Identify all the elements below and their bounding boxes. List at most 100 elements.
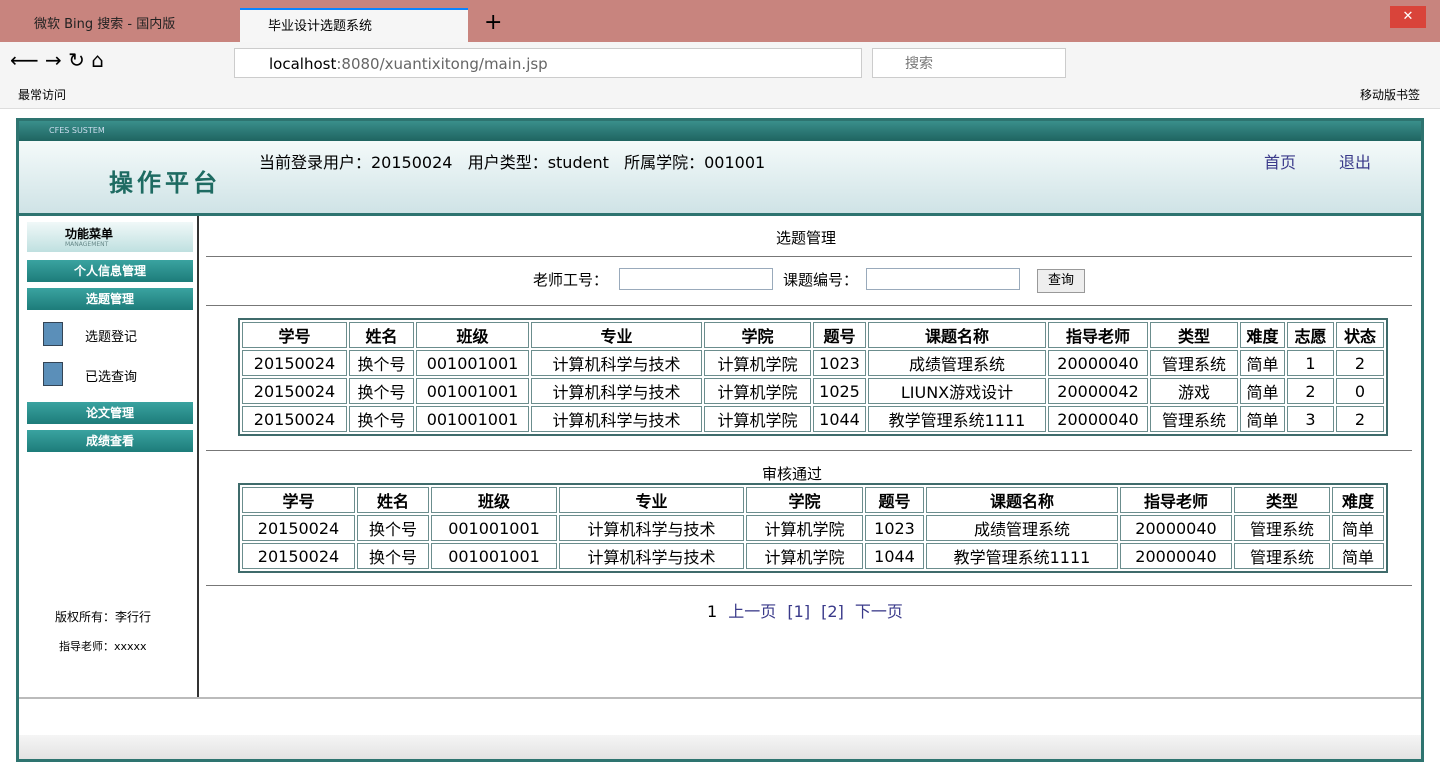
user-info: 当前登录用户：20150024 用户类型：student 所属学院：001001: [259, 153, 766, 172]
column-header: 志愿: [1287, 322, 1334, 348]
cell: 管理系统: [1234, 543, 1330, 569]
cell: 20150024: [242, 543, 355, 569]
row: 20150024 换个号 001001001 计算机科学与技术 计算机学院 1023 成绩管…: [242, 515, 1384, 541]
url-host: localhost: [269, 55, 337, 73]
column-header: 类型: [1150, 322, 1238, 348]
row: 20150024 换个号 001001001 计算机科学与技术 计算机学院 1023 成绩管…: [242, 350, 1384, 376]
new-tab[interactable]: +: [484, 10, 503, 35]
cell: 计算机学院: [704, 406, 811, 432]
cell: 001001001: [416, 406, 529, 432]
label: 老师工号：: [533, 271, 609, 289]
column-header: 难度: [1240, 322, 1285, 348]
logout-link[interactable]: 退出: [1339, 153, 1372, 172]
cell: 20000040: [1048, 406, 1148, 432]
menu-section[interactable]: 个人信息管理: [27, 260, 193, 282]
column-header: 题号: [865, 487, 924, 513]
cell: 001001001: [431, 515, 557, 541]
cell: 计算机学院: [704, 378, 811, 404]
column-header: 姓名: [349, 322, 414, 348]
column-header: 类型: [1234, 487, 1330, 513]
row: 20150024 换个号 001001001 计算机科学与技术 计算机学院 1044 教学管…: [242, 543, 1384, 569]
column-header: 课题名称: [868, 322, 1046, 348]
tab[interactable]: 微软 Bing 搜索 - 国内版: [34, 17, 176, 32]
next-link[interactable]: 下一页: [854, 602, 903, 621]
cell: 管理系统: [1150, 406, 1238, 432]
status-bar: [19, 735, 1421, 759]
cell: 管理系统: [1150, 350, 1238, 376]
cell: LIUNX游戏设计: [868, 378, 1046, 404]
search-bar[interactable]: 搜索: [872, 48, 1066, 78]
cell: 简单: [1240, 378, 1285, 404]
column-header: 题号: [813, 322, 866, 348]
tab[interactable]: 毕业设计选题系统: [240, 8, 468, 42]
column-header: 班级: [416, 322, 529, 348]
cell: 1044: [813, 406, 866, 432]
topic-id-input[interactable]: [866, 268, 1020, 290]
cell: 换个号: [349, 378, 414, 404]
cell: 计算机学院: [704, 350, 811, 376]
menu-section[interactable]: 选题管理: [27, 288, 193, 310]
teacher-id-input[interactable]: [619, 268, 773, 290]
url-path: :8080/xuantixitong/main.jsp: [336, 55, 548, 73]
main: 选题管理 老师工号： 课题编号： 查询 审核通过 1 上一页 [1] [2] 下…: [19, 121, 1421, 761]
header: 操作平台 当前登录用户：20150024 用户类型：student 所属学院：0…: [19, 141, 1421, 216]
menu-section[interactable]: 论文管理: [27, 402, 193, 424]
cell: 成绩管理系统: [868, 350, 1046, 376]
cell: 换个号: [349, 350, 414, 376]
cell: 2: [1287, 378, 1334, 404]
cell: 简单: [1240, 350, 1285, 376]
cell: 001001001: [431, 543, 557, 569]
section-title: 审核通过: [762, 465, 823, 483]
divider: [206, 450, 1412, 451]
cell: 计算机科学与技术: [531, 406, 702, 432]
cell: 计算机科学与技术: [559, 543, 744, 569]
cell: 换个号: [357, 515, 429, 541]
column-header: 学号: [242, 322, 347, 348]
cell: 计算机学院: [746, 515, 863, 541]
bookmark[interactable]: 最常访问: [18, 88, 67, 102]
menu-item[interactable]: 已选查询: [85, 370, 138, 385]
column-header: 指导老师: [1048, 322, 1148, 348]
pagination: 1 上一页 [1] [2] 下一页: [707, 598, 903, 622]
cell: 计算机科学与技术: [531, 350, 702, 376]
cell: 1: [1287, 350, 1334, 376]
divider: [206, 305, 1412, 306]
logo: 操作平台: [109, 169, 221, 197]
page-link[interactable]: [1]: [787, 602, 811, 621]
column-header: 状态: [1336, 322, 1384, 348]
menu-item[interactable]: 选题登记: [85, 330, 138, 345]
cell: 1023: [865, 515, 924, 541]
current-page: 1: [707, 602, 718, 621]
cell: 20000040: [1120, 515, 1232, 541]
cell: 20000040: [1120, 543, 1232, 569]
column-header: 专业: [559, 487, 744, 513]
page-link[interactable]: [2]: [821, 602, 844, 621]
cell: 2: [1336, 406, 1384, 432]
cell: 20150024: [242, 515, 355, 541]
query-button[interactable]: 查询: [1037, 269, 1085, 293]
row: 20150024 换个号 001001001 计算机科学与技术 计算机学院 1025 LIU…: [242, 378, 1384, 404]
label: 课题编号：: [783, 271, 859, 289]
prev-link[interactable]: 上一页: [728, 602, 777, 621]
divider: [206, 256, 1412, 257]
cell: 20150024: [242, 378, 347, 404]
mobile-bookmarks[interactable]: 移动版书签: [1360, 88, 1421, 102]
home-link[interactable]: 首页: [1264, 153, 1297, 172]
nav-buttons[interactable]: ⟵ → ↻ ⌂: [10, 48, 104, 72]
cell: 1044: [865, 543, 924, 569]
divider: [206, 585, 1412, 586]
cell: 001001001: [416, 350, 529, 376]
toolbar: ⟵ → ↻ ⌂ localhost:8080/xuantixitong/main…: [0, 42, 1440, 109]
menu-section[interactable]: 成绩查看: [27, 430, 193, 452]
cell: 管理系统: [1234, 515, 1330, 541]
tab-bar: 微软 Bing 搜索 - 国内版 毕业设计选题系统 + ✕: [0, 0, 1440, 42]
url-bar[interactable]: localhost:8080/xuantixitong/main.jsp: [234, 48, 862, 78]
main-title: 选题管理: [776, 229, 837, 247]
column-header: 难度: [1332, 487, 1384, 513]
menu-subtitle: MANAGEMENT: [65, 241, 109, 248]
copyright: 版权所有：李行行: [55, 610, 152, 624]
close-window[interactable]: ✕: [1390, 6, 1426, 28]
cell: 0: [1336, 378, 1384, 404]
cell: 计算机学院: [746, 543, 863, 569]
